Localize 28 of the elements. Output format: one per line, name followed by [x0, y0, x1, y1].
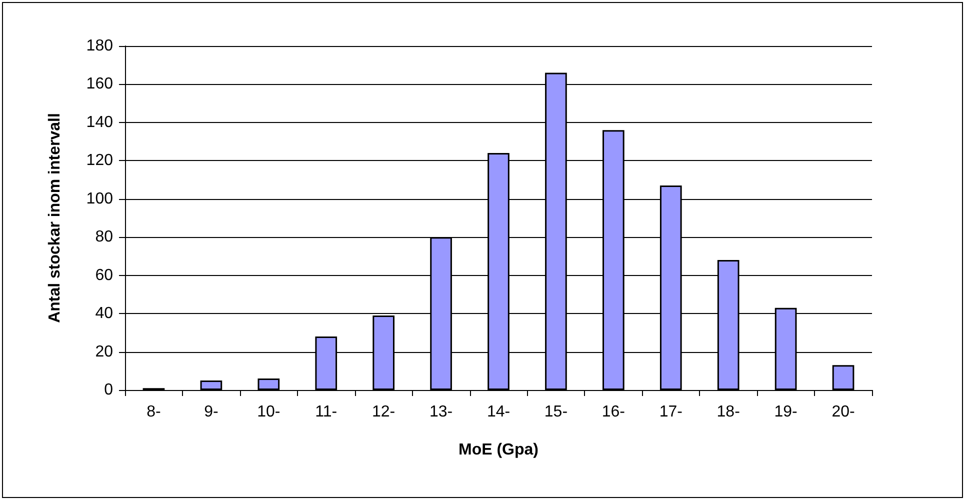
x-tick-label: 10- [257, 404, 280, 420]
x-tick-label: 9- [204, 404, 218, 420]
x-tick-label: 20- [832, 404, 855, 420]
y-tick-label: 140 [86, 114, 114, 131]
y-axis-title: Antal stockar inom intervall [46, 113, 64, 323]
y-tick-label: 60 [95, 266, 114, 284]
x-tick-label: 12- [372, 404, 396, 420]
y-tick-label: 180 [86, 38, 114, 54]
y-tick-label: 160 [86, 76, 114, 93]
y-tick-label: 40 [95, 305, 114, 322]
x-axis-title: MoE (Gpa) [458, 442, 538, 458]
y-tick-label: 0 [104, 382, 114, 398]
x-tick-label: 16- [602, 404, 625, 420]
bar [258, 378, 280, 390]
x-tick-label: 17- [659, 404, 682, 420]
y-tick-label: 20 [95, 343, 114, 360]
bar [200, 380, 222, 390]
x-tick-label: 11- [315, 404, 338, 420]
x-tick-label: 8- [146, 404, 161, 420]
x-tick-label: 18- [716, 404, 740, 420]
x-tick-label: 13- [429, 404, 453, 420]
x-tick-label: 19- [774, 404, 798, 420]
y-tick-label: 100 [86, 190, 114, 208]
x-tick-label: 14- [486, 404, 510, 420]
y-tick-label: 80 [95, 228, 114, 246]
x-tick-label: 15- [544, 404, 568, 420]
y-tick-label: 120 [86, 152, 114, 170]
bar [832, 365, 854, 390]
